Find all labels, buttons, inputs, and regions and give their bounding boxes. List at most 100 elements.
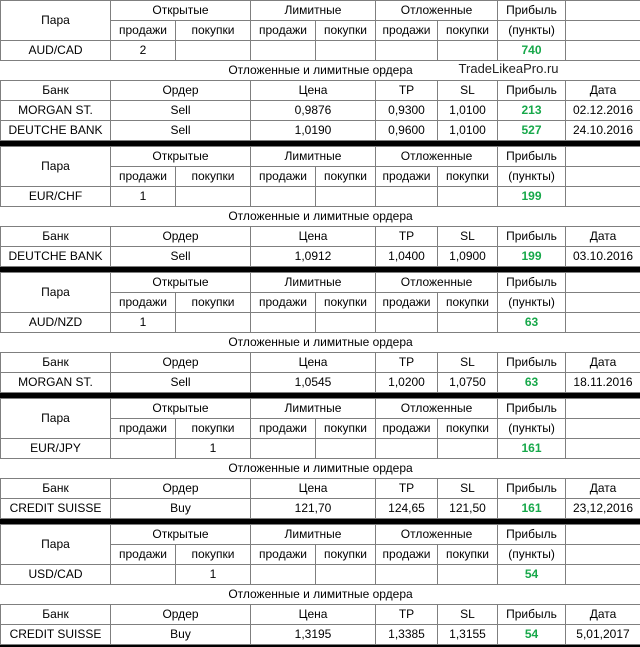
- pair-profit: 740: [498, 41, 566, 61]
- order-date: 24.10.2016: [566, 121, 640, 141]
- order-side: Sell: [111, 121, 251, 141]
- pair-profit: 63: [498, 313, 566, 333]
- order-profit: 54: [498, 625, 566, 645]
- sells-header: продажи: [111, 419, 176, 439]
- empty-cell: [566, 313, 640, 333]
- empty-cell: [438, 439, 498, 459]
- bank-name: DEUTCHE BANK: [1, 247, 111, 267]
- order-date: 02.12.2016: [566, 101, 640, 121]
- stop-loss: 1,3155: [438, 625, 498, 645]
- take-profit: 0,9300: [376, 101, 438, 121]
- order-side: Sell: [111, 373, 251, 393]
- order-date: 18.11.2016: [566, 373, 640, 393]
- buys-header: покупки: [438, 167, 498, 187]
- pair-name: USD/CAD: [1, 565, 111, 585]
- tp-header: TP: [376, 81, 438, 101]
- orders-title-row: Отложенные и лимитные ордера: [1, 459, 640, 479]
- price-header: Цена: [251, 479, 376, 499]
- orders-title: Отложенные и лимитные ордера: [228, 587, 412, 601]
- profit-header: Прибыль: [498, 147, 566, 167]
- bank-header: Банк: [1, 479, 111, 499]
- price-header: Цена: [251, 227, 376, 247]
- order-profit: 63: [498, 373, 566, 393]
- empty-cell: [566, 167, 640, 187]
- empty-cell: [251, 41, 316, 61]
- pair-header: Пара: [1, 1, 111, 41]
- profit-header: Прибыль: [498, 605, 566, 625]
- sl-header: SL: [438, 353, 498, 373]
- pair-profit: 199: [498, 187, 566, 207]
- order-side: Sell: [111, 101, 251, 121]
- empty-cell: [251, 313, 316, 333]
- order-header: Ордер: [111, 227, 251, 247]
- pending-header: Отложенные: [376, 1, 498, 21]
- points-header: (пункты): [498, 545, 566, 565]
- watermark: TradeLikeaPro.ru: [459, 61, 559, 79]
- empty-cell: [376, 187, 438, 207]
- sells-header: продажи: [111, 167, 176, 187]
- buys-header: покупки: [438, 21, 498, 41]
- empty-cell: [566, 565, 640, 585]
- tp-header: TP: [376, 227, 438, 247]
- bank-name: DEUTCHE BANK: [1, 121, 111, 141]
- sells-header: продажи: [376, 293, 438, 313]
- empty-cell: [566, 1, 640, 21]
- tp-header: TP: [376, 353, 438, 373]
- buys-header: покупки: [316, 419, 376, 439]
- empty-cell: [376, 41, 438, 61]
- sells-header: продажи: [111, 293, 176, 313]
- sells-header: продажи: [251, 21, 316, 41]
- empty-cell: [316, 439, 376, 459]
- empty-cell: [316, 565, 376, 585]
- open-header: Открытые: [111, 399, 251, 419]
- take-profit: 1,3385: [376, 625, 438, 645]
- empty-cell: [376, 313, 438, 333]
- points-header: (пункты): [498, 21, 566, 41]
- buys-header: покупки: [438, 545, 498, 565]
- buys-header: покупки: [176, 21, 251, 41]
- order-date: 03.10.2016: [566, 247, 640, 267]
- sl-header: SL: [438, 227, 498, 247]
- buys-header: покупки: [176, 293, 251, 313]
- pair-profit: 54: [498, 565, 566, 585]
- sells-header: продажи: [251, 545, 316, 565]
- empty-cell: [566, 273, 640, 293]
- pair-header: Пара: [1, 399, 111, 439]
- order-header: Ордер: [111, 353, 251, 373]
- profit-header: Прибыль: [498, 227, 566, 247]
- order-side: Buy: [111, 499, 251, 519]
- buys-header: покупки: [176, 545, 251, 565]
- empty-cell: [316, 41, 376, 61]
- sells-header: продажи: [111, 21, 176, 41]
- bank-name: MORGAN ST.: [1, 373, 111, 393]
- empty-cell: [316, 187, 376, 207]
- bank-header: Банк: [1, 81, 111, 101]
- empty-cell: [438, 313, 498, 333]
- stop-loss: 1,0100: [438, 121, 498, 141]
- order-price: 1,0912: [251, 247, 376, 267]
- stop-loss: 1,0900: [438, 247, 498, 267]
- sells-header: продажи: [376, 21, 438, 41]
- open-buy-count: [176, 41, 251, 61]
- orders-title: Отложенные и лимитные ордера: [228, 335, 412, 349]
- order-header: Ордер: [111, 81, 251, 101]
- empty-cell: [316, 313, 376, 333]
- empty-cell: [566, 293, 640, 313]
- tp-header: TP: [376, 605, 438, 625]
- price-header: Цена: [251, 81, 376, 101]
- empty-cell: [251, 187, 316, 207]
- pair-header: Пара: [1, 273, 111, 313]
- buys-header: покупки: [438, 419, 498, 439]
- empty-cell: [566, 147, 640, 167]
- pair-header: Пара: [1, 147, 111, 187]
